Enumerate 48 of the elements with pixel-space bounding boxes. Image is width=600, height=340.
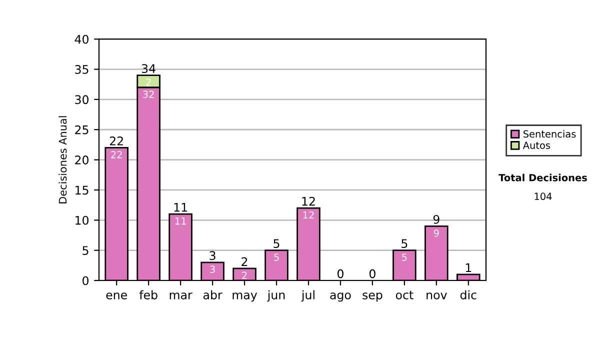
data-label: 5 xyxy=(402,254,407,261)
y-tick-label: 5 xyxy=(82,246,88,255)
x-tick-label: feb xyxy=(139,290,158,300)
x-tick-label: dic xyxy=(460,290,476,300)
data-label: 5 xyxy=(274,254,279,261)
total-label: 0 xyxy=(369,269,376,278)
total-label: 9 xyxy=(433,214,440,224)
text: Total Decisiones xyxy=(498,174,587,182)
x-tick-label: abr xyxy=(203,290,222,300)
x-tick-label: jun xyxy=(267,290,285,302)
y-tick-label: 15 xyxy=(76,186,88,195)
y-tick-label: 25 xyxy=(75,125,88,134)
data-label: 12 xyxy=(303,211,314,219)
x-tick-label: nov xyxy=(426,292,447,300)
x-tick-label: ago xyxy=(330,292,351,302)
x-tick-label: sep xyxy=(362,292,382,302)
y-tick-label: 30 xyxy=(75,95,88,104)
x-tick-label: jul xyxy=(301,290,314,302)
total-label: 34 xyxy=(142,64,156,74)
total-label: 3 xyxy=(210,251,216,260)
total-label: 0 xyxy=(338,269,344,278)
y-tick-label: 40 xyxy=(74,34,88,44)
y-tick-label: 0 xyxy=(82,276,88,286)
data-label: 11 xyxy=(175,218,186,225)
y-tick-label: 35 xyxy=(75,65,88,74)
x-tick-label: ene xyxy=(106,292,127,300)
data-label: 32 xyxy=(143,90,154,98)
data-label: 2 xyxy=(146,78,151,86)
text: 104 xyxy=(534,192,552,200)
data-label: 3 xyxy=(210,266,215,274)
total-label: 5 xyxy=(402,239,408,248)
x-tick-label: oct xyxy=(396,290,414,300)
x-tick-label: may xyxy=(232,292,258,302)
y-axis-title: Decisiones Anual xyxy=(58,116,67,204)
y-tick-label: 10 xyxy=(76,216,88,225)
data-label: 22 xyxy=(111,150,122,158)
total-label: 1 xyxy=(466,263,472,272)
total-label: 22 xyxy=(110,136,123,146)
data-label: 2 xyxy=(242,272,247,279)
x-tick-label: mar xyxy=(170,292,192,300)
data-label: 9 xyxy=(434,229,439,237)
y-tick-label: 20 xyxy=(75,156,88,164)
total-label: 11 xyxy=(174,203,187,212)
total-label: 12 xyxy=(302,196,315,206)
total-label: 2 xyxy=(242,257,248,266)
legend-label: Autos xyxy=(522,142,550,149)
legend-label: Sentencias xyxy=(524,130,576,138)
total-label: 5 xyxy=(274,239,280,248)
